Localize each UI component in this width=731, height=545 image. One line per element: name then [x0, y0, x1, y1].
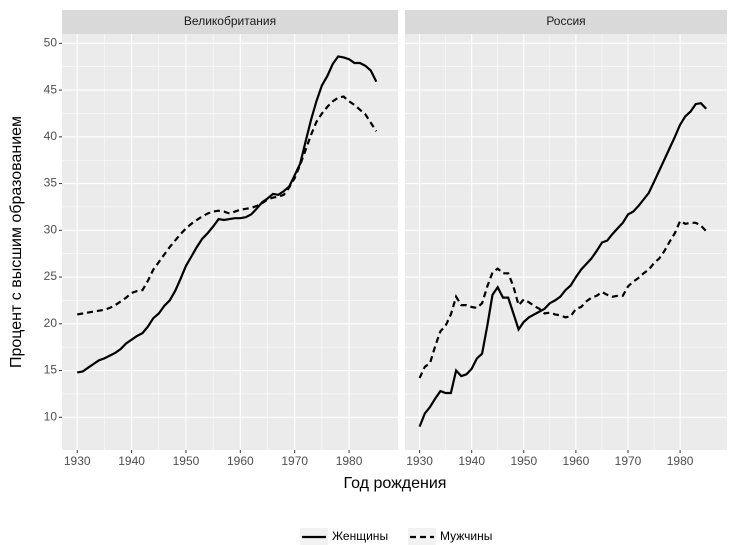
y-tick-label: 15 [44, 363, 58, 377]
line-series [418, 102, 707, 428]
line-series [77, 95, 378, 316]
x-tick-label: 1980 [667, 454, 694, 468]
x-tick-label: 1980 [336, 454, 363, 468]
x-axis-title: Год рождения [344, 475, 447, 492]
y-tick-label: 40 [44, 129, 58, 143]
y-tick-label: 50 [44, 36, 58, 50]
line-series [77, 55, 378, 374]
x-tick-label: 1950 [510, 454, 537, 468]
strip [405, 10, 727, 34]
y-tick-label: 25 [44, 269, 58, 283]
x-tick-label: 1950 [173, 454, 200, 468]
x-tick-label: 1930 [406, 454, 433, 468]
y-tick-label: 10 [44, 409, 58, 423]
y-axis-title: Процент с высшим образованием [8, 116, 25, 368]
x-tick-label: 1940 [458, 454, 485, 468]
legend-label: Женщины [332, 529, 388, 543]
y-tick-label: 35 [44, 176, 58, 190]
panel-background [62, 34, 398, 450]
x-tick-label: 1970 [281, 454, 308, 468]
x-tick-label: 1970 [615, 454, 642, 468]
strip-label: Россия [546, 14, 585, 28]
strip [62, 10, 398, 34]
y-tick-label: 30 [44, 222, 58, 236]
x-tick-label: 1960 [227, 454, 254, 468]
x-tick-label: 1930 [64, 454, 91, 468]
y-tick-label: 45 [44, 82, 58, 96]
x-tick-label: 1940 [118, 454, 145, 468]
y-tick-label: 20 [44, 316, 58, 330]
panel-background [405, 34, 727, 450]
x-tick-label: 1960 [563, 454, 590, 468]
line-series [418, 219, 707, 379]
legend-label: Мужчины [440, 529, 492, 543]
strip-label: Великобритания [184, 14, 276, 28]
